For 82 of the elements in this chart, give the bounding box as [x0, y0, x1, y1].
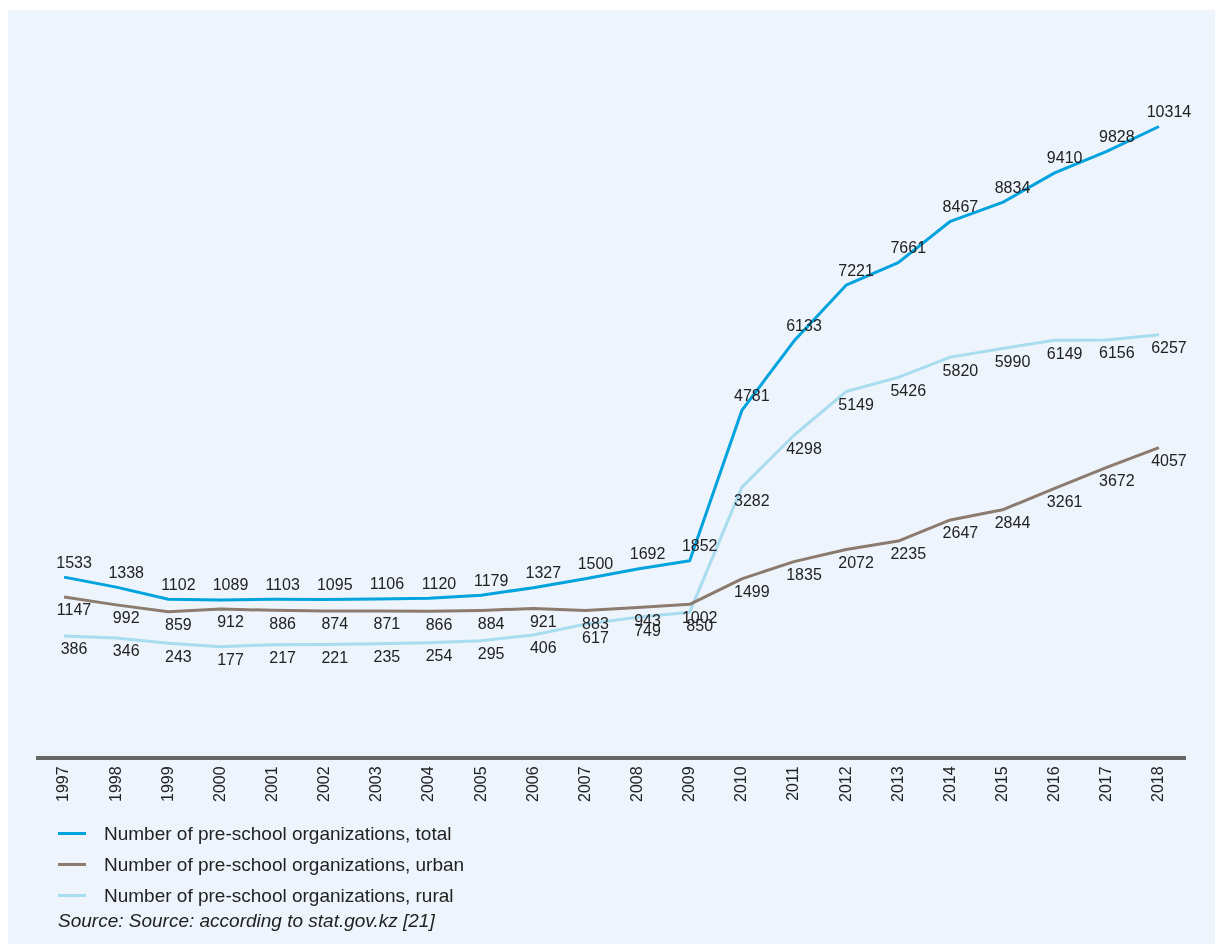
x-tick-label: 2000: [210, 766, 228, 802]
data-label: 1095: [316, 575, 353, 593]
data-label: 1338: [108, 563, 145, 581]
data-label: 1327: [525, 564, 562, 582]
data-label: 346: [112, 642, 140, 660]
x-tick-label: 2004: [419, 766, 437, 802]
data-label: 243: [164, 647, 192, 665]
data-label: 6149: [1046, 344, 1083, 362]
data-label: 177: [217, 651, 244, 669]
x-tick-label: 2001: [263, 766, 281, 802]
data-label: 1147: [56, 601, 92, 619]
x-tick-label: 2012: [836, 766, 854, 802]
x-tick-label: 2006: [523, 766, 541, 802]
data-label: 2072: [838, 553, 875, 571]
data-label: 386: [60, 640, 88, 658]
data-label: 1533: [56, 553, 92, 571]
data-label: 871: [373, 615, 401, 633]
data-label: 1179: [473, 571, 509, 589]
x-tick-label: 2017: [1097, 766, 1115, 802]
x-tick-label: 2014: [940, 766, 958, 802]
data-label: 5149: [838, 395, 875, 413]
data-label: 406: [529, 639, 557, 657]
legend-label: Number of pre-school organizations, rural: [104, 884, 454, 907]
data-label: 1089: [212, 576, 249, 594]
data-label: 859: [164, 616, 192, 634]
data-label: 3672: [1099, 471, 1135, 489]
x-tick-label: 2011: [784, 766, 802, 801]
data-label: 295: [477, 645, 505, 663]
data-label: 866: [425, 615, 453, 633]
x-tick-label: 1999: [158, 766, 176, 802]
x-tick-label: 1997: [54, 766, 72, 802]
data-label: 5426: [890, 381, 927, 399]
data-label: 217: [269, 649, 297, 667]
data-label: 921: [529, 612, 557, 630]
x-tick-label: 2002: [315, 766, 333, 802]
data-label: 992: [112, 609, 140, 627]
x-tick-label: 2007: [575, 766, 593, 802]
data-label: 1106: [369, 575, 405, 593]
x-tick-label: 2010: [732, 766, 750, 802]
data-label: 3282: [734, 491, 770, 509]
legend-label: Number of pre-school organizations, total: [104, 822, 452, 845]
data-label: 9828: [1099, 127, 1135, 145]
data-label: 2235: [890, 545, 927, 563]
x-tick-label: 2003: [367, 766, 385, 802]
data-label: 3261: [1046, 492, 1083, 510]
data-label: 10314: [1146, 102, 1192, 120]
data-label: 6257: [1151, 339, 1187, 357]
x-tick-label: 2015: [992, 766, 1010, 802]
x-tick-label: 2008: [627, 766, 645, 802]
data-label: 4298: [786, 439, 822, 457]
x-tick-label: 2009: [680, 766, 698, 802]
data-label: 235: [373, 648, 401, 666]
data-label: 1499: [734, 583, 770, 601]
data-label: 1102: [161, 575, 196, 593]
data-label: 1120: [421, 574, 457, 592]
x-tick-label: 1998: [106, 766, 124, 802]
data-label: 874: [321, 615, 349, 633]
data-label: 2647: [942, 524, 979, 542]
x-tick-label: 2013: [888, 766, 906, 802]
data-label: 2844: [994, 514, 1031, 532]
data-label: 1500: [577, 555, 614, 573]
data-label: 886: [269, 614, 297, 632]
data-label: 254: [425, 647, 453, 665]
data-label: 5990: [994, 352, 1031, 370]
data-label: 9410: [1046, 149, 1083, 167]
data-label: 6156: [1099, 344, 1135, 362]
x-tick-label: 2018: [1149, 766, 1167, 802]
data-label: 1692: [629, 545, 666, 563]
x-tick-label: 2005: [471, 766, 489, 802]
x-tick-label: 2016: [1045, 766, 1063, 802]
legend-label: Number of pre-school organizations, urban: [104, 853, 465, 876]
data-label: 912: [217, 613, 244, 631]
data-label: 1835: [786, 566, 822, 584]
data-label: 221: [321, 648, 349, 666]
data-label: 884: [477, 614, 505, 632]
data-label: 4057: [1151, 452, 1187, 469]
data-label: 5820: [942, 361, 979, 379]
data-label: 8467: [942, 197, 979, 215]
data-label: 8834: [994, 178, 1031, 196]
source-note: Source: Source: according to stat.gov.kz [21]: [58, 910, 435, 932]
data-label: 7221: [838, 261, 875, 279]
data-label: 1103: [265, 575, 300, 593]
